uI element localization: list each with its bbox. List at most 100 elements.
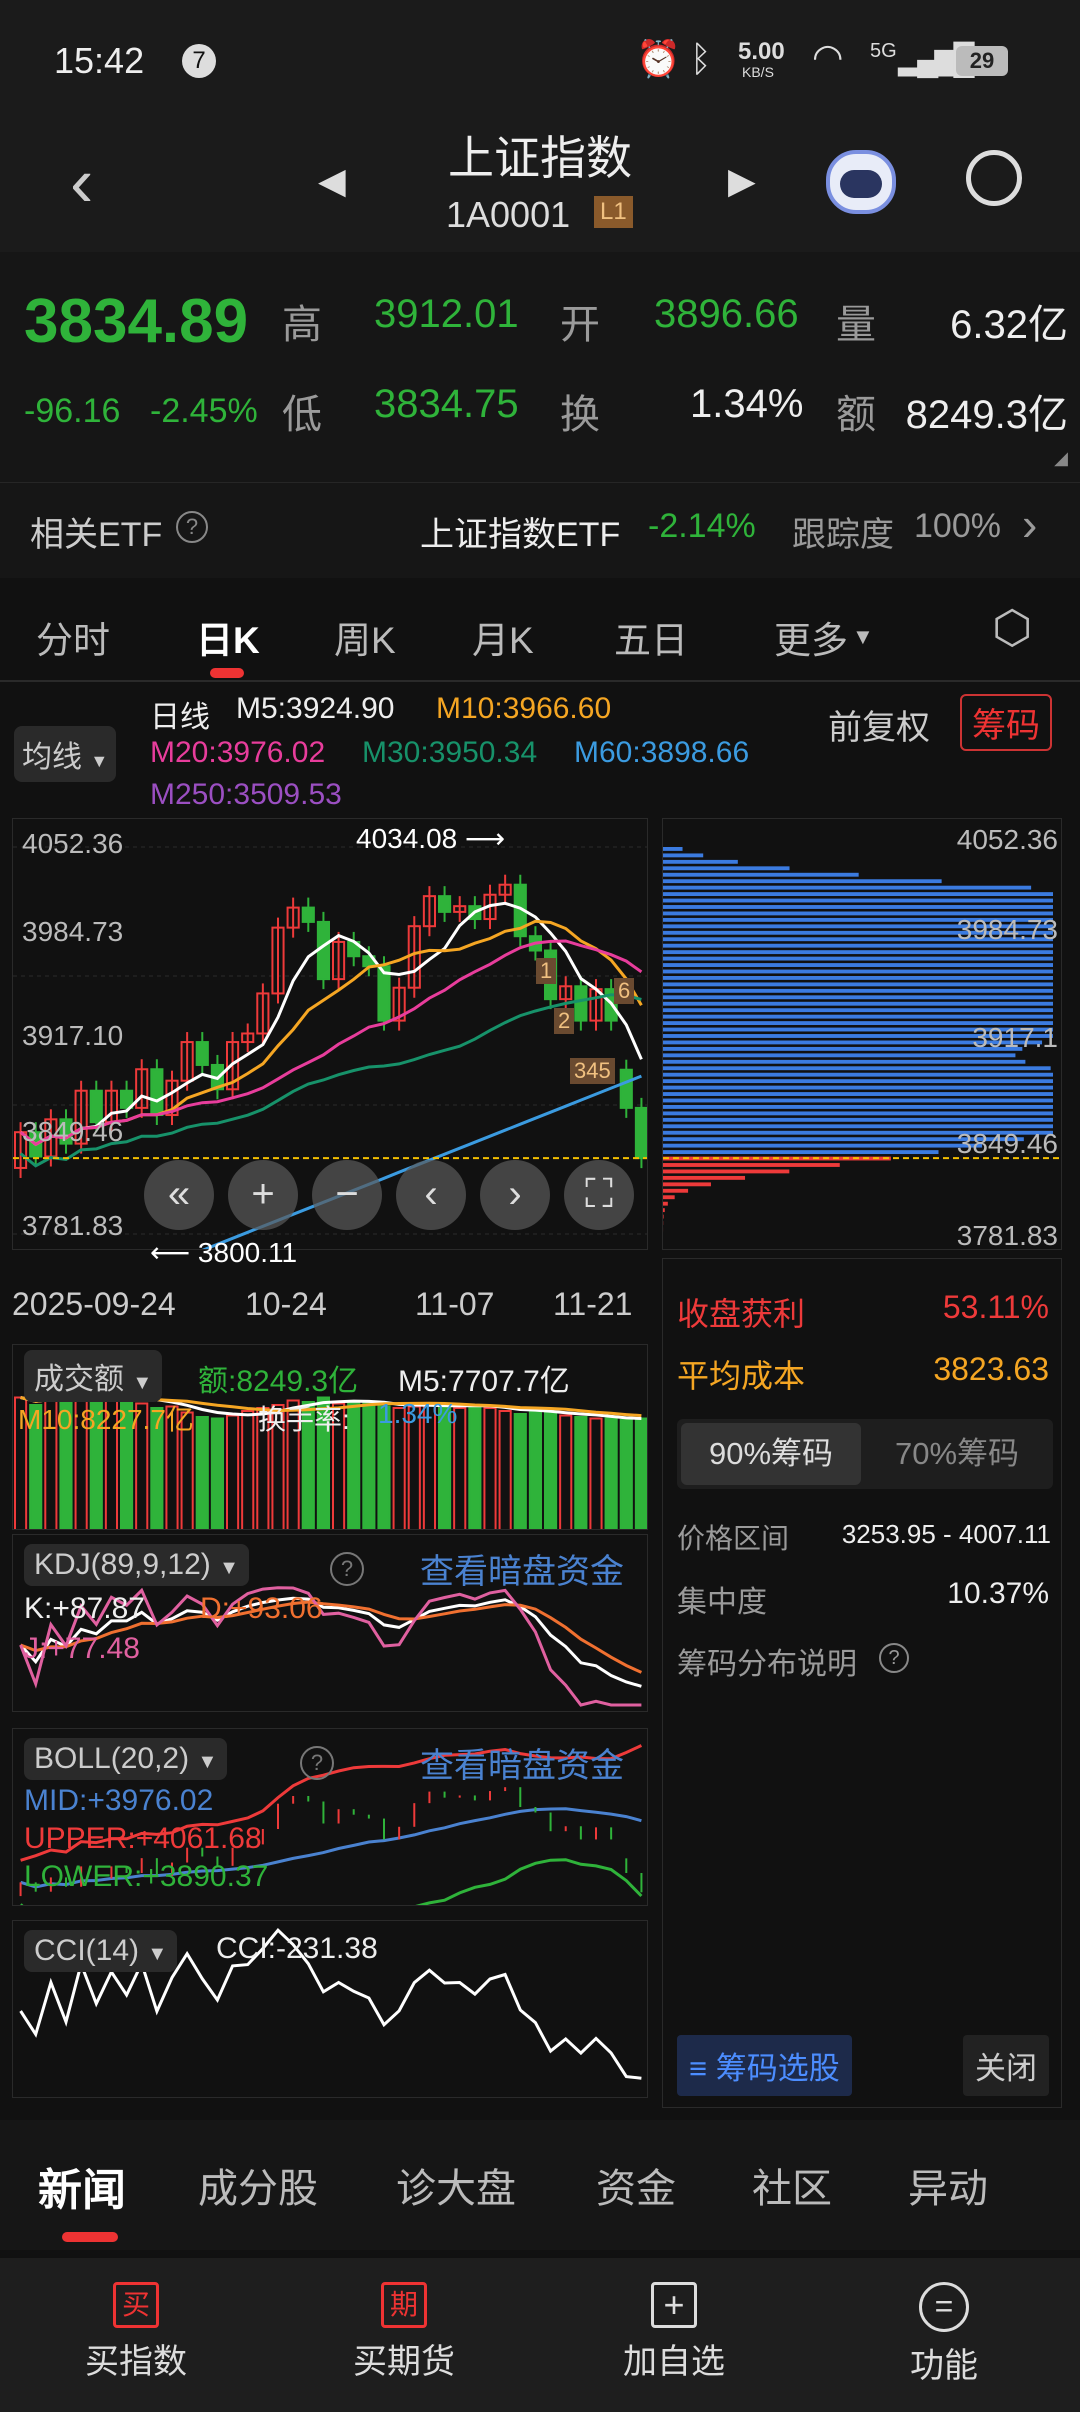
- list-icon: ≡: [689, 2051, 716, 2086]
- header: ‹ ◀ 上证指数 1A0001 L1 ▶: [0, 120, 1080, 252]
- fullscreen-icon[interactable]: ⛶: [564, 1160, 634, 1230]
- candle: [619, 1068, 633, 1109]
- ma-selector[interactable]: 均线 ▼: [14, 726, 117, 782]
- dark-pool-link[interactable]: 查看暗盘资金: [420, 1747, 624, 1785]
- tab-intraday[interactable]: 分时: [36, 620, 110, 661]
- boll-selector[interactable]: BOLL(20,2) ▼: [24, 1738, 228, 1780]
- tab-funds[interactable]: 资金: [596, 2167, 676, 2211]
- help-icon[interactable]: ?: [879, 1643, 909, 1673]
- next-stock-icon[interactable]: ▶: [728, 160, 756, 201]
- related-etf-row[interactable]: 相关ETF ? 上证指数ETF -2.14% 跟踪度 100% ›: [0, 482, 1080, 578]
- buy-futures-button[interactable]: 期买期货: [304, 2258, 504, 2383]
- more-dropdown-icon: ▼: [852, 624, 874, 649]
- tab-more[interactable]: 更多: [774, 620, 848, 661]
- dark-pool-link[interactable]: 查看暗盘资金: [420, 1553, 624, 1591]
- volume-bar: [604, 1417, 618, 1529]
- x-tick: 10-24: [245, 1286, 327, 1322]
- chip-bar: [663, 898, 1053, 903]
- chip-tick: 4052.36: [956, 824, 1058, 855]
- prev-stock-icon[interactable]: ◀: [318, 160, 346, 201]
- volume-bar: [483, 1407, 497, 1529]
- help-icon[interactable]: ?: [330, 1552, 364, 1586]
- scroll-right-icon[interactable]: ›: [480, 1160, 550, 1230]
- kdj-d-line: [20, 1600, 643, 1674]
- event-marker[interactable]: 1: [536, 958, 557, 984]
- candle: [59, 1118, 73, 1145]
- chip-bar: [663, 1066, 1051, 1071]
- expand-corner-icon[interactable]: ◢: [1054, 448, 1068, 468]
- ma-selector-label: 均线: [22, 741, 82, 774]
- candle: [120, 1089, 134, 1109]
- volume-bar: [135, 1402, 149, 1529]
- tab-news[interactable]: 新闻: [38, 2166, 126, 2215]
- chip-button[interactable]: 筹码: [960, 694, 1052, 751]
- volume-bar: [407, 1405, 421, 1529]
- adjust-toggle[interactable]: 前复权: [828, 709, 930, 747]
- kline-chart[interactable]: [12, 818, 648, 1250]
- tab-diagnosis[interactable]: 诊大盘: [396, 2167, 516, 2211]
- dropdown-icon: ▼: [147, 1943, 168, 1965]
- etf-label: 相关ETF: [30, 516, 163, 554]
- volume-selector[interactable]: 成交额 ▼: [24, 1350, 163, 1402]
- track-label: 跟踪度: [792, 516, 894, 554]
- functions-label: 功能: [910, 2347, 978, 2385]
- kdj-chart: [12, 1534, 648, 1712]
- active-tab-indicator: [210, 668, 244, 678]
- candle: [180, 1041, 194, 1082]
- functions-button[interactable]: = 功能: [844, 2258, 1044, 2387]
- kdj-selector-label: KDJ(89,9,12): [34, 1548, 211, 1581]
- cci-selector[interactable]: CCI(14) ▼: [24, 1930, 178, 1972]
- tab-movements[interactable]: 异动: [908, 2167, 988, 2211]
- tab-70-chips[interactable]: 70%筹码: [894, 1436, 1020, 1471]
- buy-index-button[interactable]: 买买指数: [36, 2258, 236, 2383]
- search-icon[interactable]: [966, 150, 1022, 206]
- help-icon[interactable]: ?: [300, 1746, 334, 1780]
- y-tick: 3781.83: [22, 1210, 124, 1241]
- add-watchlist-button[interactable]: + 加自选: [574, 2258, 774, 2383]
- boll-selector-label: BOLL(20,2): [34, 1742, 190, 1775]
- chip-bar: [663, 976, 1053, 980]
- event-marker[interactable]: 6: [614, 978, 635, 1004]
- tab-five-day[interactable]: 五日: [614, 620, 688, 661]
- tab-90-chips[interactable]: 90%筹码: [681, 1423, 861, 1485]
- dropdown-icon: ▼: [197, 1751, 218, 1773]
- tab-community[interactable]: 社区: [752, 2167, 832, 2211]
- level-badge: L1: [594, 196, 633, 228]
- price-change: -96.16: [24, 392, 121, 430]
- notification-badge: 7: [182, 44, 216, 78]
- rewind-icon[interactable]: «: [144, 1160, 214, 1230]
- chip-select-button[interactable]: ≡ 筹码选股: [677, 2035, 852, 2096]
- volume-bar: [468, 1405, 482, 1529]
- close-button[interactable]: 关闭: [963, 2035, 1049, 2096]
- volume-bar: [513, 1413, 527, 1529]
- concentration-value: 10.37%: [947, 1577, 1049, 1610]
- dropdown-icon: ▼: [90, 751, 109, 771]
- event-marker[interactable]: 2: [554, 1008, 575, 1034]
- news-tabs: 新闻 成分股 诊大盘 资金 社区 异动: [0, 2120, 1080, 2250]
- tab-daily-k[interactable]: 日K: [196, 620, 260, 661]
- period-label: 日线: [150, 701, 210, 734]
- volume-bar: [544, 1411, 558, 1529]
- zoom-out-icon[interactable]: −: [312, 1160, 382, 1230]
- tab-weekly-k[interactable]: 周K: [334, 620, 396, 661]
- candle: [226, 1041, 240, 1091]
- kdj-selector[interactable]: KDJ(89,9,12) ▼: [24, 1544, 249, 1586]
- chip-help-link[interactable]: 筹码分布说明: [677, 1648, 857, 1681]
- chip-bar: [663, 1214, 664, 1219]
- scroll-left-icon[interactable]: ‹: [396, 1160, 466, 1230]
- volume-bar: [180, 1411, 194, 1529]
- chip-bar: [663, 1188, 689, 1193]
- help-icon[interactable]: ?: [176, 511, 208, 543]
- chip-bar: [663, 1105, 1053, 1109]
- volume-bar: [392, 1407, 406, 1529]
- tab-monthly-k[interactable]: 月K: [472, 620, 534, 661]
- chip-bar: [663, 930, 1053, 935]
- chip-bar: [663, 872, 859, 877]
- zoom-in-icon[interactable]: +: [228, 1160, 298, 1230]
- settings-hexagon-icon[interactable]: ⬡: [992, 601, 1033, 653]
- assistant-robot-icon[interactable]: [826, 150, 896, 214]
- event-marker[interactable]: 345: [570, 1058, 615, 1084]
- chip-distribution-chart: [662, 818, 1062, 1250]
- back-icon[interactable]: ‹: [70, 143, 94, 221]
- tab-constituents[interactable]: 成分股: [198, 2167, 318, 2211]
